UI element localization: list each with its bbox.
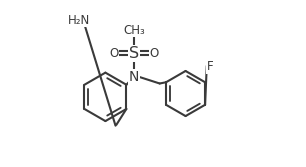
Text: H₂N: H₂N (68, 14, 90, 27)
Text: N: N (129, 70, 139, 84)
Text: S: S (129, 46, 139, 61)
Text: O: O (109, 47, 118, 60)
Text: O: O (149, 47, 159, 60)
Text: F: F (207, 60, 213, 73)
Text: CH₃: CH₃ (123, 24, 145, 37)
